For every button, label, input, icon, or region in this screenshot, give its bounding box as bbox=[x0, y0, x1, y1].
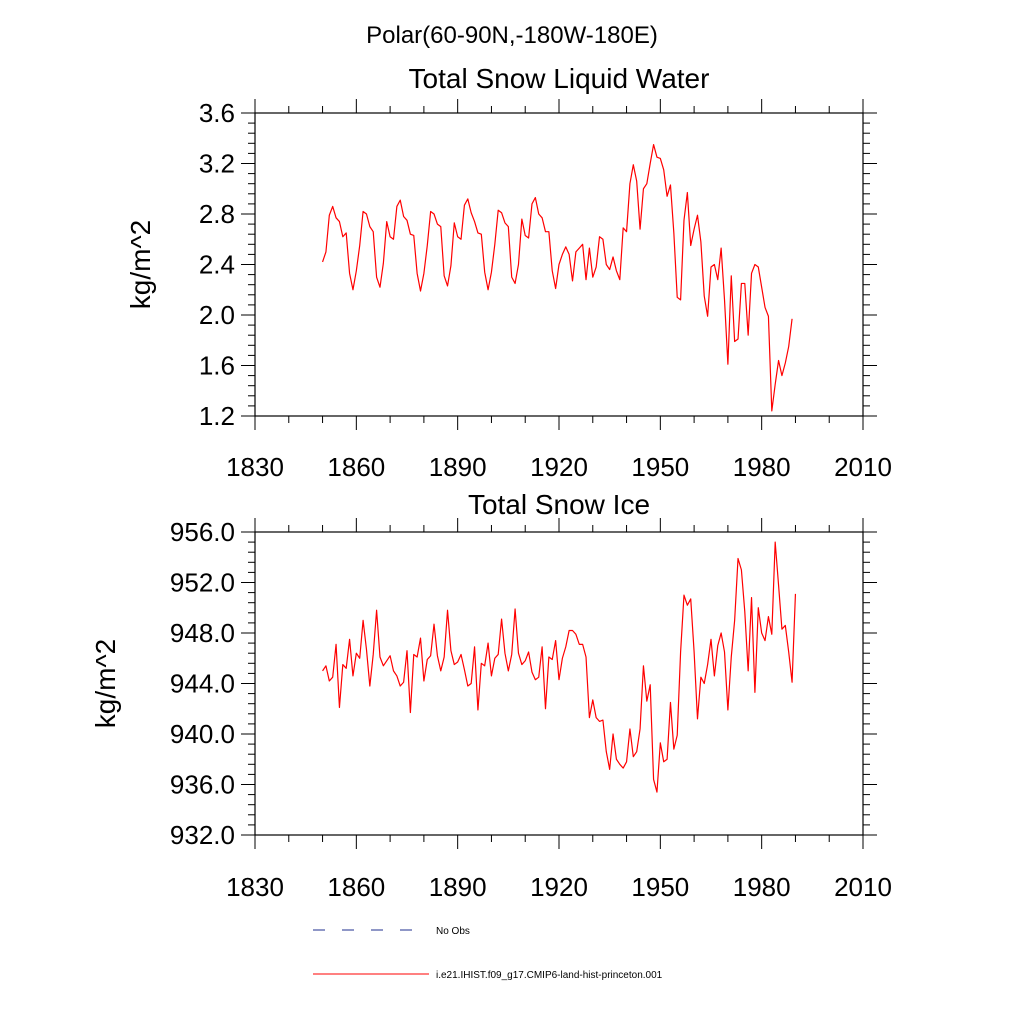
y-tick-label: 944.0 bbox=[170, 669, 235, 699]
series-line bbox=[321, 143, 793, 412]
y-tick-label: 2.4 bbox=[199, 250, 235, 280]
x-tick-label: 2010 bbox=[834, 872, 892, 902]
x-tick-label: 1980 bbox=[733, 872, 791, 902]
x-tick-label: 1860 bbox=[327, 452, 385, 482]
y-tick-label: 932.0 bbox=[170, 820, 235, 850]
y-tick-label: 940.0 bbox=[170, 719, 235, 749]
x-tick-label: 1980 bbox=[733, 452, 791, 482]
x-tick-label: 1830 bbox=[226, 872, 284, 902]
x-tick-label: 1950 bbox=[631, 872, 689, 902]
y-tick-label: 952.0 bbox=[170, 568, 235, 598]
x-tick-label: 2010 bbox=[834, 452, 892, 482]
legend: No Obs i.e21.IHIST.f09_g17.CMIP6-land-hi… bbox=[313, 926, 663, 981]
x-tick-label: 1890 bbox=[429, 872, 487, 902]
y-tick-label: 956.0 bbox=[170, 517, 235, 547]
x-tick-label: 1950 bbox=[631, 452, 689, 482]
page-title: Polar(60-90N,-180W-180E) bbox=[366, 22, 658, 49]
series-line bbox=[322, 541, 797, 793]
y-tick-label: 2.0 bbox=[199, 300, 235, 330]
y-tick-label: 1.6 bbox=[199, 351, 235, 381]
y-axis-label: kg/m^2 bbox=[125, 220, 156, 309]
x-tick-label: 1860 bbox=[327, 872, 385, 902]
chart-title: Total Snow Ice bbox=[468, 489, 650, 520]
x-tick-label: 1830 bbox=[226, 452, 284, 482]
y-tick-label: 1.2 bbox=[199, 401, 235, 431]
x-tick-label: 1920 bbox=[530, 872, 588, 902]
panel-liquid-water: Total Snow Liquid Water 1.2 1.6 2.0 2.4 2.8 3.… bbox=[125, 63, 892, 482]
plot-frame bbox=[254, 531, 864, 836]
y-tick-label: 936.0 bbox=[170, 770, 235, 800]
chart-title: Total Snow Liquid Water bbox=[409, 63, 710, 94]
y-tick-label: 2.8 bbox=[199, 199, 235, 229]
legend-label-no-obs: No Obs bbox=[436, 926, 470, 937]
legend-label-model: i.e21.IHIST.f09_g17.CMIP6-land-hist-prin… bbox=[436, 970, 663, 981]
x-tick-label: 1920 bbox=[530, 452, 588, 482]
x-tick-label: 1890 bbox=[429, 452, 487, 482]
panel-snow-ice: Total Snow Ice 932.0 936.0 940.0 944.0 948.0 9… bbox=[90, 489, 892, 902]
y-tick-label: 3.6 bbox=[199, 98, 235, 128]
y-tick-label: 948.0 bbox=[170, 618, 235, 648]
y-axis-label: kg/m^2 bbox=[90, 639, 121, 728]
y-tick-label: 3.2 bbox=[199, 149, 235, 179]
